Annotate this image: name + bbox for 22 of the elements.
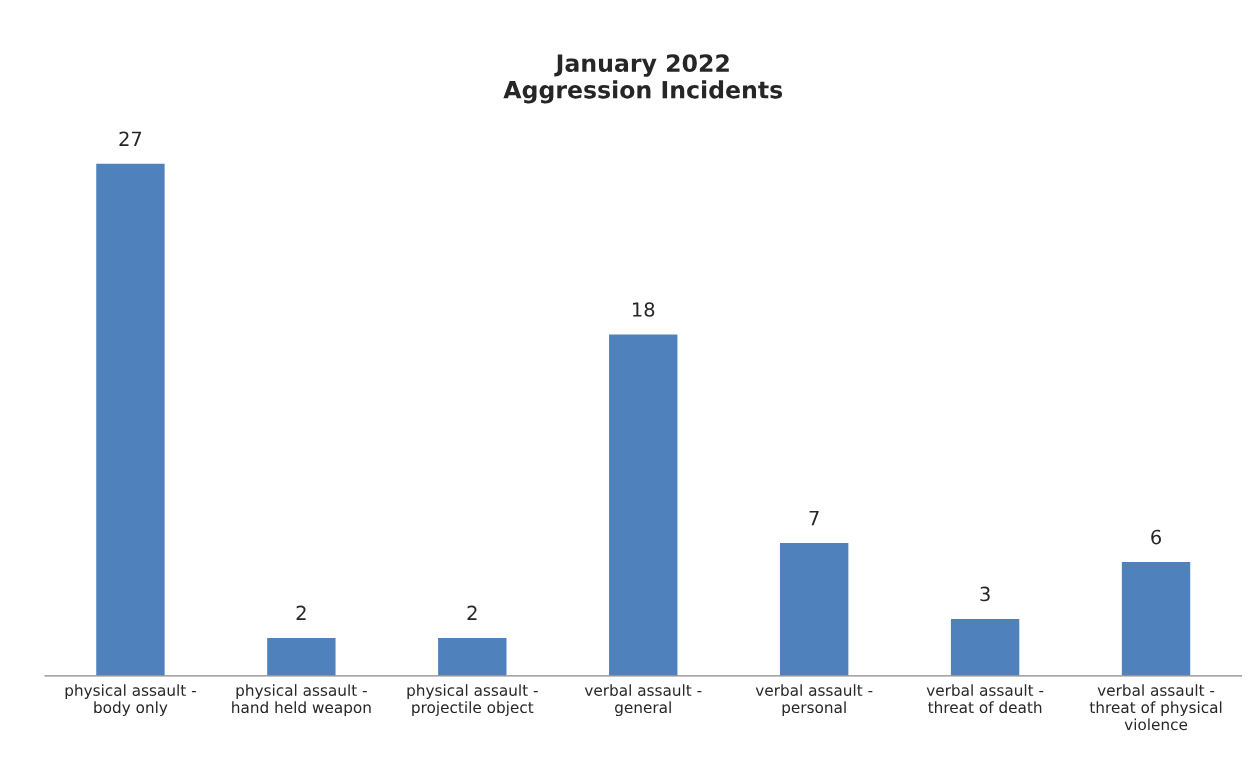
x-tick-label: verbal assault - personal [755,684,873,717]
x-tick-label: physical assault - projectile object [407,684,538,717]
bar [1121,562,1191,676]
data-label: 2 [467,605,477,620]
bar [609,334,678,676]
bar [438,637,507,676]
data-label: 3 [980,586,990,602]
x-tick-label: verbal assault - threat of physical violence [1089,684,1222,731]
bar [96,163,165,676]
bar [267,637,336,676]
chart-title: January 2022 Aggression Incidents [503,54,783,104]
bar [950,618,1020,676]
x-tick-label: verbal assault - general [584,684,702,717]
data-label: 7 [809,510,819,526]
bar [779,543,849,676]
data-label: 27 [119,131,142,146]
x-tick-label: physical assault - hand held weapon [232,684,371,717]
x-tick-label: verbal assault - threat of death [926,684,1044,714]
data-label: 18 [633,302,655,317]
data-label: 6 [1151,529,1161,545]
x-tick-label: physical assault - body only [65,684,196,717]
data-label: 2 [296,605,306,620]
